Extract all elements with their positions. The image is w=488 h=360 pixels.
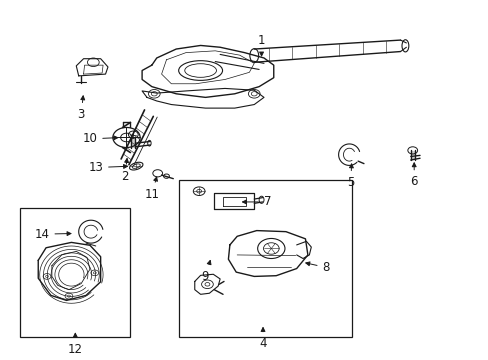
- Text: 11: 11: [144, 177, 159, 201]
- Bar: [178, 180, 351, 337]
- Text: 10: 10: [82, 132, 118, 145]
- Text: 3: 3: [77, 96, 84, 121]
- Text: 8: 8: [305, 261, 329, 274]
- Text: 6: 6: [409, 163, 417, 188]
- Bar: [20, 208, 130, 337]
- Text: 4: 4: [259, 328, 266, 350]
- Text: 7: 7: [242, 195, 271, 208]
- Text: 2: 2: [121, 158, 128, 183]
- Text: 14: 14: [34, 228, 71, 241]
- Text: 13: 13: [88, 161, 127, 174]
- Text: 1: 1: [257, 34, 265, 56]
- Text: 5: 5: [346, 164, 354, 189]
- Text: 12: 12: [68, 333, 82, 356]
- Text: 9: 9: [202, 260, 211, 283]
